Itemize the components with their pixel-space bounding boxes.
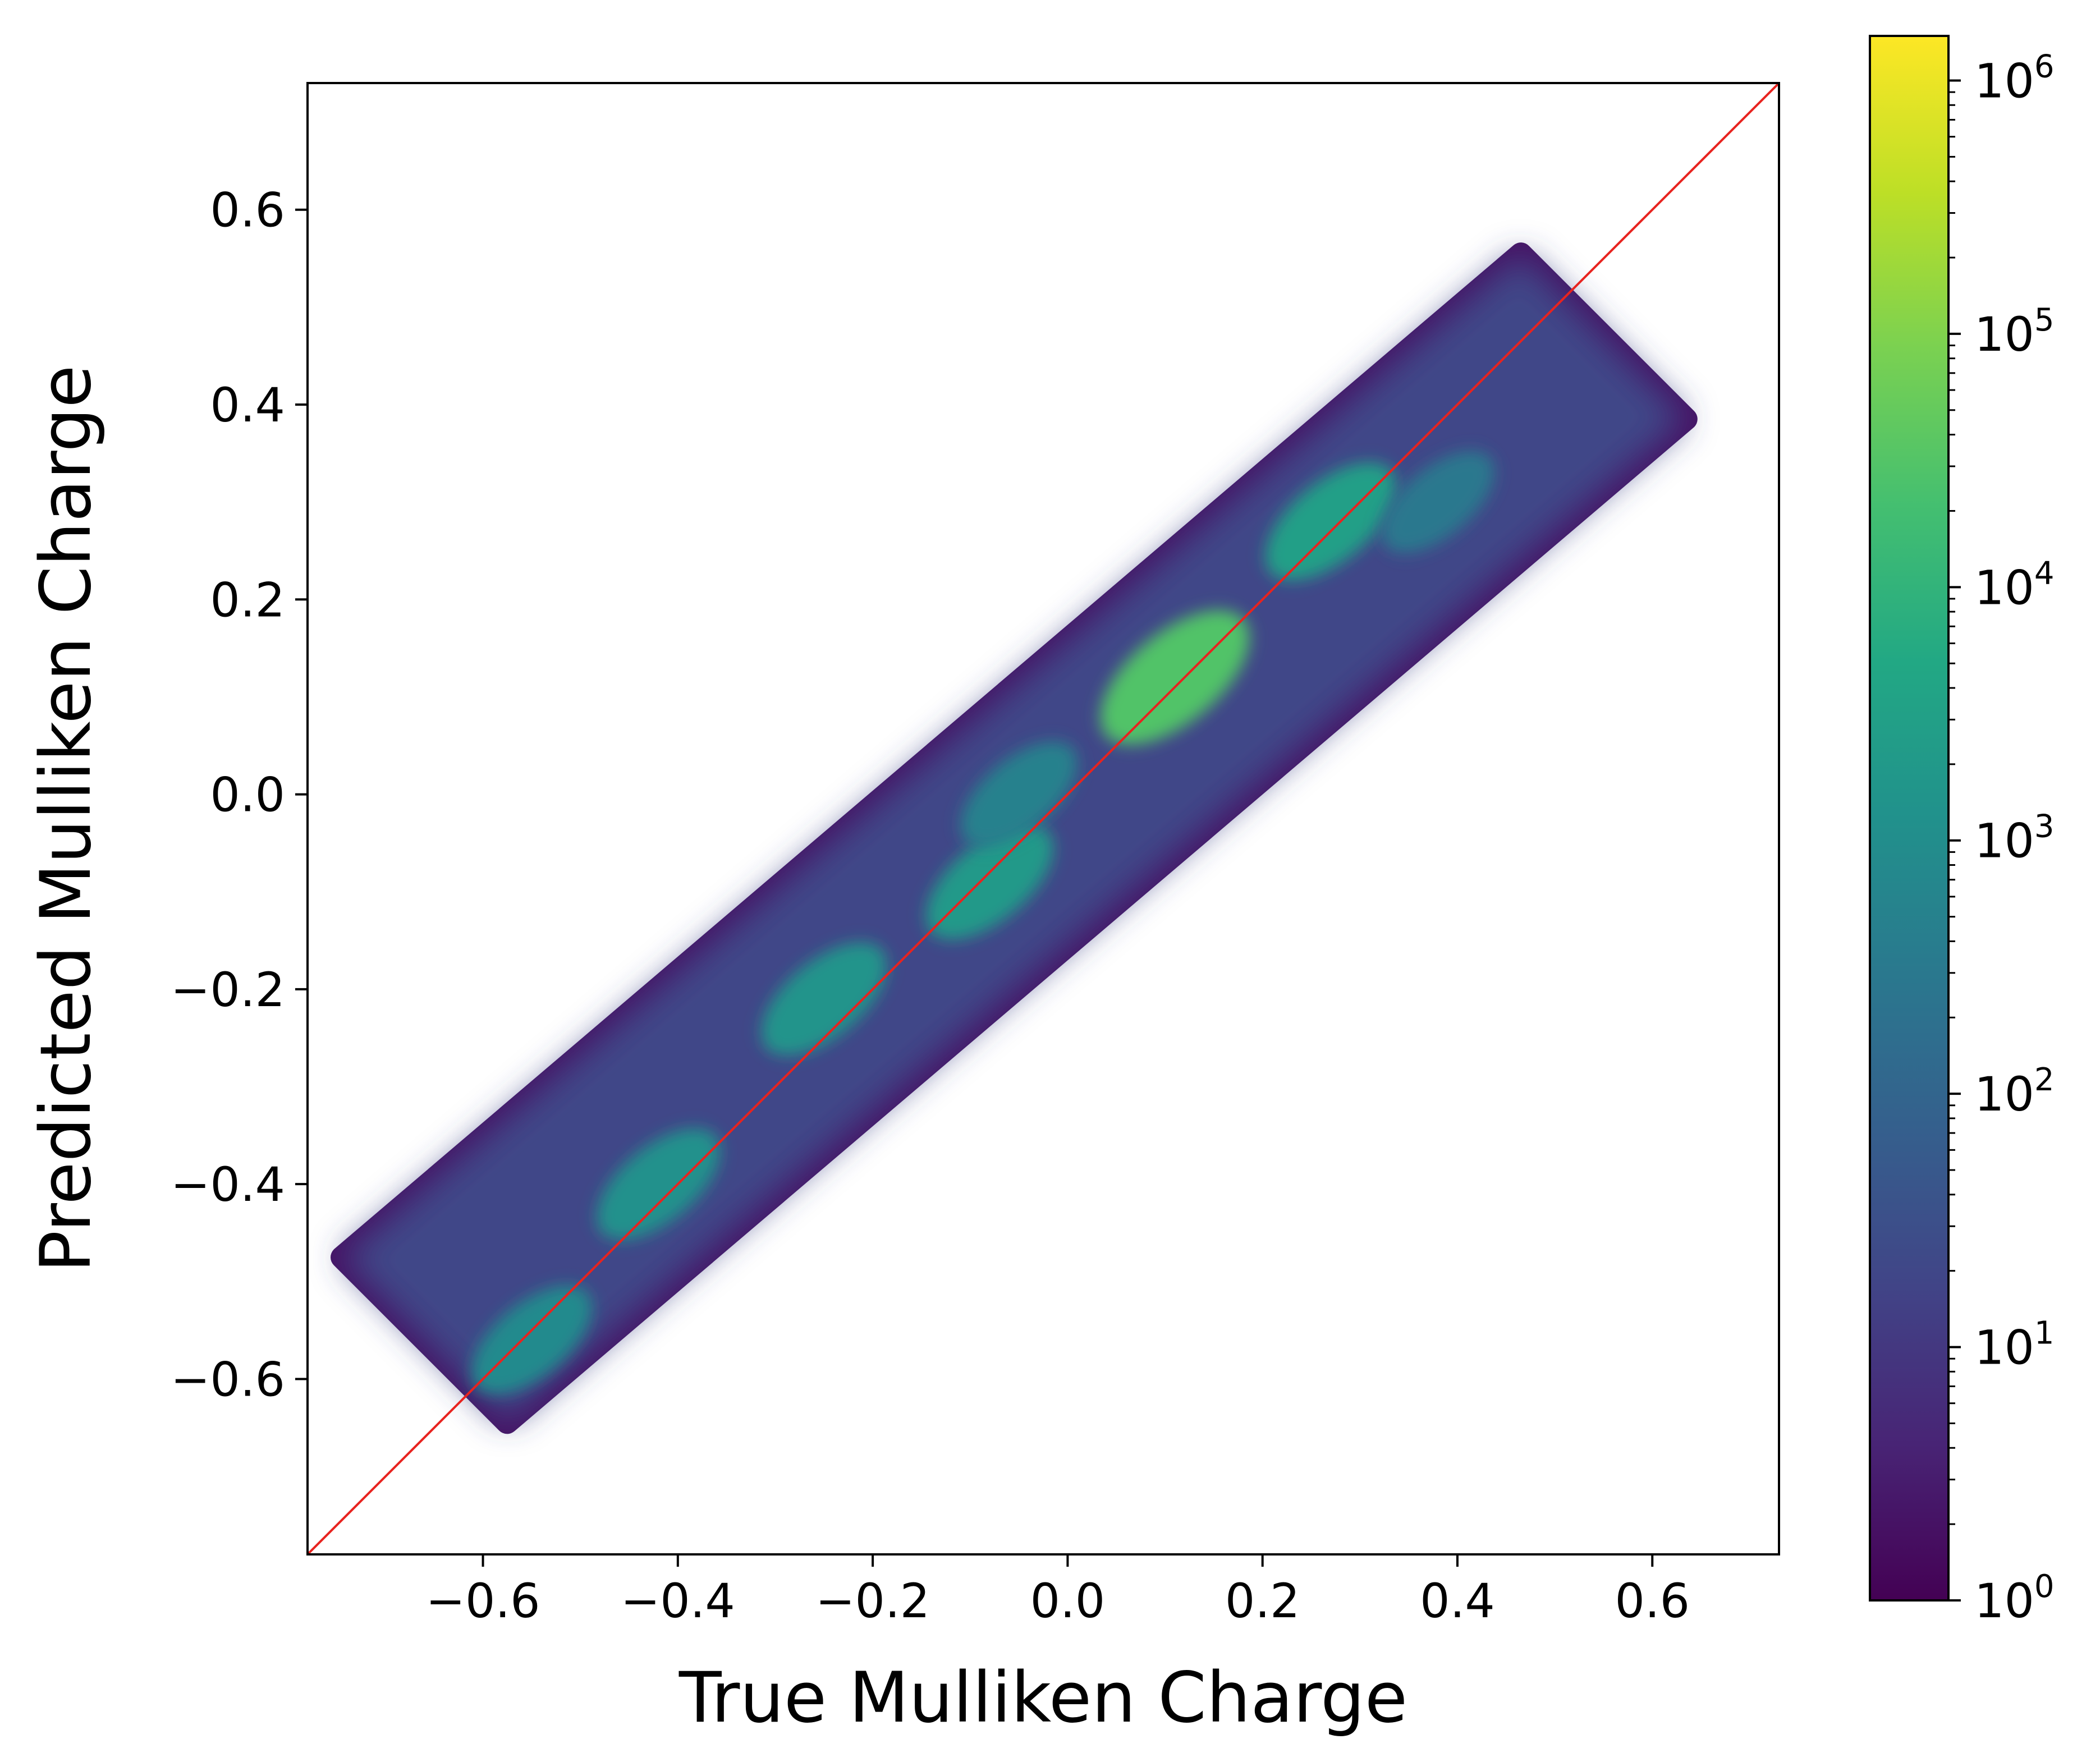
colorbar-tick-label: 102 xyxy=(1974,1062,2055,1122)
density-cluster xyxy=(1381,451,1494,553)
x-tick-label: −0.4 xyxy=(621,1573,735,1628)
y-axis-label: Predicted Mulliken Charge xyxy=(26,365,107,1272)
x-axis: −0.6 −0.4 −0.2 0.0 0.2 0.4 0.6 xyxy=(426,1554,1690,1628)
x-tick-label: 0.2 xyxy=(1225,1573,1300,1628)
x-tick-label: −0.6 xyxy=(426,1573,540,1628)
colorbar-tick-label: 100 xyxy=(1974,1568,2055,1628)
y-tick-label: 0.6 xyxy=(210,183,285,238)
x-axis-label: True Mulliken Charge xyxy=(678,1658,1407,1738)
x-tick-label: 0.6 xyxy=(1615,1573,1690,1628)
density-cluster xyxy=(596,1128,721,1240)
colorbar-tick-label: 101 xyxy=(1974,1315,2055,1375)
density-cluster xyxy=(960,741,1077,847)
colorbar-tick-label: 106 xyxy=(1974,48,2055,108)
density-cluster xyxy=(761,942,887,1056)
x-tick-label: 0.0 xyxy=(1030,1573,1106,1628)
colorbar-ticks: 100 101 102 103 104 105 106 xyxy=(1948,48,2055,1628)
x-tick-label: −0.2 xyxy=(815,1573,930,1628)
x-tick-label: 0.4 xyxy=(1420,1573,1495,1628)
density-cluster xyxy=(471,1286,592,1394)
colorbar-gradient xyxy=(1869,35,1950,1602)
y-tick-label: 0.0 xyxy=(210,768,285,823)
density-cluster xyxy=(1265,462,1397,581)
y-tick-label: −0.6 xyxy=(171,1352,285,1407)
y-tick-label: −0.2 xyxy=(171,962,285,1017)
y-axis: −0.6 −0.4 −0.2 0.0 0.2 0.4 0.6 xyxy=(171,183,308,1407)
colorbar-tick-label: 104 xyxy=(1974,555,2055,615)
density-map xyxy=(331,242,1698,1434)
plot-area xyxy=(306,82,1780,1555)
y-tick-label: −0.4 xyxy=(171,1157,285,1212)
colorbar-tick-label: 103 xyxy=(1974,809,2055,869)
y-tick-label: 0.2 xyxy=(210,572,285,627)
density-cluster xyxy=(925,824,1054,940)
plot-frame xyxy=(306,82,1780,1555)
colorbar: 100 101 102 103 104 105 106 xyxy=(1869,35,2055,1628)
reference-line xyxy=(308,83,1779,1554)
density-cluster xyxy=(1100,610,1250,745)
y-tick-label: 0.4 xyxy=(210,378,285,433)
colorbar-tick-label: 105 xyxy=(1974,302,2055,362)
